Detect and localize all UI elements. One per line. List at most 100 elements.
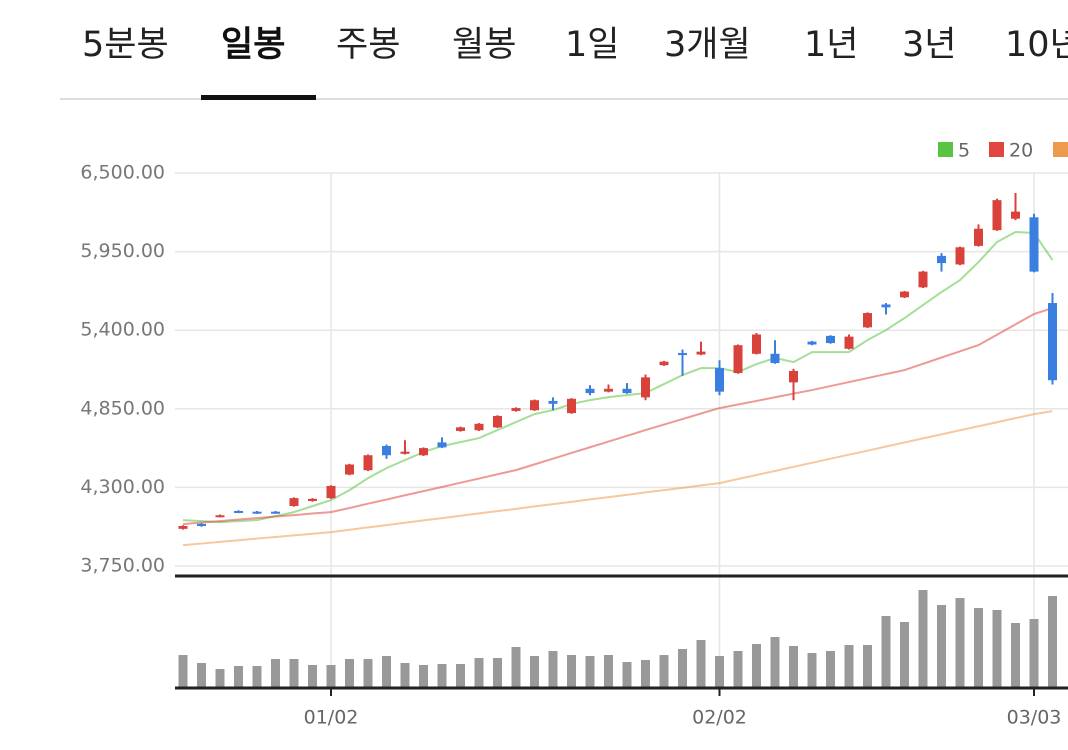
candle-body: [363, 455, 373, 471]
candle-body: [1048, 303, 1057, 381]
candle-body: [382, 445, 391, 456]
volume-bar: [807, 653, 817, 688]
candle-body: [992, 200, 1002, 231]
candle-body: [678, 353, 687, 356]
volume-bar: [974, 608, 983, 688]
volume-bar: [733, 651, 743, 688]
candle-body: [1029, 217, 1039, 272]
candle-body: [752, 334, 761, 354]
volume-bar: [900, 622, 909, 688]
volume-bar: [604, 655, 613, 688]
volume-bar: [863, 645, 872, 688]
candle-body: [345, 464, 354, 475]
candle-body: [863, 313, 872, 328]
candle-body: [807, 341, 817, 345]
candle-body: [844, 336, 854, 349]
candle-body: [234, 510, 243, 513]
volume-bar: [530, 656, 539, 688]
candle-body: [197, 523, 206, 526]
candle-body: [178, 525, 188, 529]
tab[interactable]: 1일: [565, 25, 619, 65]
volume-bar: [308, 665, 317, 688]
volume-bar: [1048, 596, 1057, 688]
candle-body: [530, 400, 539, 411]
volume-bar: [955, 598, 965, 688]
candle-body: [548, 400, 558, 404]
volume-bar: [937, 605, 946, 688]
y-tick-label: 5,400.00: [80, 319, 165, 341]
candle-body: [826, 335, 835, 344]
volume-bar: [456, 664, 465, 688]
tab[interactable]: 10년: [1005, 25, 1068, 65]
legend-label: 20: [1009, 140, 1033, 162]
candle-body: [585, 388, 595, 394]
candle-body: [918, 271, 928, 288]
volume-bar: [271, 659, 280, 688]
y-tick-label: 4,850.00: [80, 397, 165, 419]
x-tick-label: 03/03: [1007, 707, 1062, 729]
volume-bar: [382, 656, 391, 688]
volume-bar: [252, 666, 262, 688]
candle-body: [474, 423, 484, 431]
tab-bar: 5분봉 일봉 주봉 월봉 1일 3개월 1년 3년 10년: [82, 25, 1068, 65]
candle-body: [974, 228, 983, 246]
volume-bar: [918, 590, 928, 688]
candle-body: [789, 370, 798, 383]
volume-bar: [567, 655, 576, 688]
tab[interactable]: 3개월: [664, 25, 751, 65]
candle-body: [437, 442, 447, 448]
volume-bar: [826, 651, 835, 688]
candle-body: [715, 368, 724, 392]
volume-bar: [289, 659, 299, 688]
candle-body: [881, 304, 891, 308]
legend-label: 5: [958, 140, 970, 162]
legend-swatch: [989, 142, 1004, 157]
volume-bar: [715, 656, 724, 688]
x-tick-label: 01/02: [304, 707, 359, 729]
candle-body: [456, 427, 465, 431]
volume-bar: [345, 659, 354, 688]
volume-bar: [437, 664, 447, 688]
candle-body: [493, 415, 502, 428]
volume-bar: [789, 646, 798, 688]
volume-bar: [363, 659, 373, 688]
candle-body: [308, 498, 317, 501]
volume-bar: [419, 665, 428, 688]
volume-bar: [326, 665, 336, 688]
volume-bar: [1029, 619, 1039, 688]
candle-body: [511, 408, 521, 411]
active-tab-underline: [201, 95, 316, 100]
tab[interactable]: 3년: [902, 25, 956, 65]
volume-bar: [215, 669, 225, 688]
volume-bar: [585, 656, 595, 688]
tab[interactable]: 5분봉: [82, 25, 169, 65]
candle-body: [900, 291, 909, 298]
tab[interactable]: 일봉: [221, 25, 285, 65]
volume-bar: [197, 663, 206, 688]
candle-body: [1011, 211, 1020, 219]
moving-average-line: [182, 231, 1054, 524]
x-tick-label: 02/02: [692, 707, 747, 729]
candle-body: [400, 451, 410, 454]
tab[interactable]: 1년: [804, 25, 858, 65]
volume-bar: [234, 666, 243, 688]
tab[interactable]: 주봉: [336, 25, 400, 65]
tab[interactable]: 월봉: [452, 25, 516, 65]
candle-body: [326, 485, 336, 499]
candle-body: [622, 388, 632, 394]
volume-bar: [493, 658, 502, 688]
volume-bar: [770, 637, 780, 688]
candle-body: [696, 351, 706, 355]
volume-bar: [641, 660, 650, 688]
y-tick-label: 6,500.00: [80, 162, 165, 184]
candle-body: [419, 448, 428, 456]
candle-body: [733, 345, 743, 374]
volume-bar: [1011, 623, 1020, 688]
volume-bar: [474, 658, 484, 688]
volume-bar: [678, 649, 687, 688]
candle-body: [252, 511, 262, 514]
candle-body: [215, 515, 225, 518]
volume-bar: [622, 662, 632, 688]
legend-swatch: [1053, 142, 1068, 157]
